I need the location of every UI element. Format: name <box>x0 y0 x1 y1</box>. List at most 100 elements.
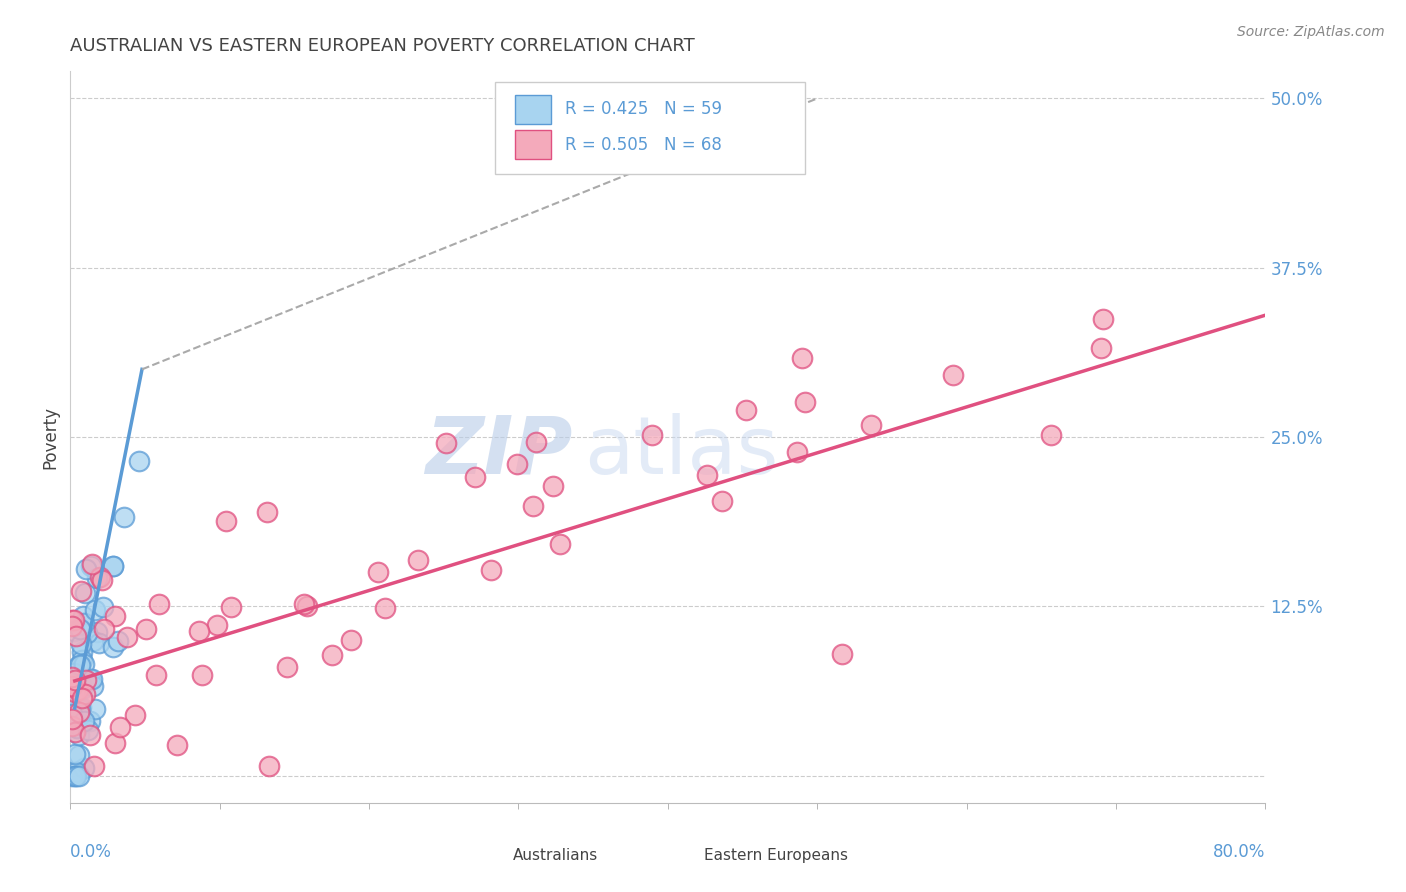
Point <box>104 608 127 623</box>
Point <box>67 718 90 732</box>
Point <box>65 769 87 783</box>
Point <box>104 736 127 750</box>
Point <box>70 676 93 690</box>
Point <box>1090 341 1112 355</box>
Point <box>76 625 98 640</box>
Point <box>70 644 93 658</box>
Point <box>89 570 111 584</box>
Point <box>69 700 91 714</box>
Point <box>188 624 211 638</box>
Point <box>124 708 146 723</box>
Point <box>215 514 238 528</box>
Point <box>60 679 83 693</box>
Point <box>86 624 108 639</box>
Point <box>115 631 138 645</box>
Point <box>69 708 91 723</box>
Point <box>65 673 87 687</box>
Point <box>93 622 115 636</box>
Point <box>60 613 83 627</box>
Bar <box>482 842 509 871</box>
Bar <box>515 130 551 159</box>
Point <box>69 702 91 716</box>
Point <box>72 714 94 729</box>
Point <box>135 622 157 636</box>
Y-axis label: Poverty: Poverty <box>41 406 59 468</box>
Text: atlas: atlas <box>585 413 779 491</box>
Point <box>63 624 86 638</box>
Point <box>110 721 132 735</box>
Point <box>339 632 361 647</box>
Point <box>793 394 815 409</box>
Point <box>710 494 733 508</box>
Point <box>859 417 882 432</box>
Point <box>72 657 94 672</box>
Point <box>148 597 170 611</box>
Point <box>60 707 83 722</box>
Point <box>80 558 103 572</box>
Point <box>256 505 278 519</box>
Point <box>63 747 86 762</box>
Point <box>79 559 101 574</box>
Point <box>436 435 458 450</box>
Text: 80.0%: 80.0% <box>1213 843 1265 861</box>
Point <box>65 718 87 732</box>
Bar <box>515 95 551 124</box>
Point <box>60 689 83 703</box>
Point <box>67 769 90 783</box>
Point <box>295 599 318 614</box>
Point <box>524 435 547 450</box>
Point <box>66 683 89 698</box>
Point <box>374 601 396 615</box>
Text: AUSTRALIAN VS EASTERN EUROPEAN POVERTY CORRELATION CHART: AUSTRALIAN VS EASTERN EUROPEAN POVERTY C… <box>70 37 695 54</box>
Point <box>205 617 228 632</box>
Text: Source: ZipAtlas.com: Source: ZipAtlas.com <box>1237 25 1385 39</box>
Point <box>735 403 758 417</box>
Point <box>107 633 129 648</box>
Point <box>1092 311 1115 326</box>
Point <box>1039 428 1062 442</box>
Point <box>541 479 564 493</box>
Point <box>60 712 83 726</box>
Point <box>479 563 502 577</box>
Text: ZIP: ZIP <box>425 413 572 491</box>
Point <box>792 351 814 365</box>
Point <box>321 648 343 663</box>
Point <box>166 739 188 753</box>
Point <box>73 761 96 775</box>
Point <box>82 673 104 687</box>
Text: Eastern Europeans: Eastern Europeans <box>704 848 848 863</box>
Point <box>72 716 94 731</box>
Point <box>84 603 107 617</box>
Point <box>60 715 83 730</box>
Point <box>101 559 124 574</box>
Point <box>63 685 86 699</box>
Point <box>62 692 84 706</box>
Point <box>91 600 114 615</box>
Point <box>69 657 91 672</box>
Point <box>67 748 90 763</box>
Text: R = 0.505   N = 68: R = 0.505 N = 68 <box>565 136 721 153</box>
Point <box>70 708 93 723</box>
Point <box>75 562 97 576</box>
Point <box>66 721 89 735</box>
Point <box>91 573 114 587</box>
Point <box>79 672 101 686</box>
Point <box>257 759 280 773</box>
Point <box>831 647 853 661</box>
Point <box>60 619 83 633</box>
Point <box>60 769 83 783</box>
Point <box>128 453 150 467</box>
Point <box>83 758 105 772</box>
Point <box>82 633 104 648</box>
Point <box>112 510 135 524</box>
Point <box>522 500 544 514</box>
Point <box>941 368 963 382</box>
Text: 0.0%: 0.0% <box>70 843 112 861</box>
Point <box>69 622 91 636</box>
Point <box>63 769 86 783</box>
Point <box>72 608 94 623</box>
Point <box>72 682 94 697</box>
Point <box>65 765 87 780</box>
Point <box>83 701 105 715</box>
Point <box>292 597 315 611</box>
